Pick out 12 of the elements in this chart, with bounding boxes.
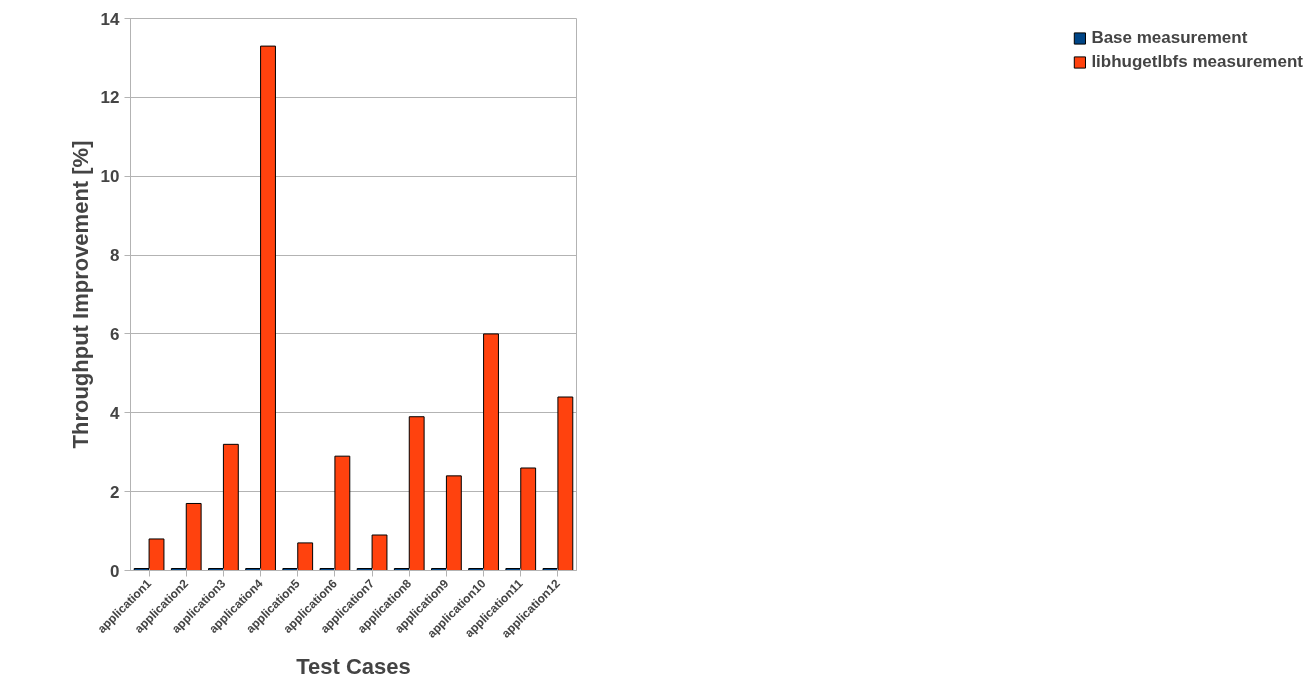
y-tick-label: 0 (110, 561, 120, 581)
legend-label: libhugetlbfs measurement (1091, 52, 1303, 72)
y-tick-label: 2 (110, 482, 120, 502)
y-tick-label: 14 (100, 9, 121, 29)
legend-label: Base measurement (1091, 28, 1248, 48)
y-tick-label: 4 (110, 403, 121, 423)
y-tick-label: 12 (100, 88, 120, 108)
y-tick-label: 10 (100, 167, 120, 187)
y-axis-title: Throughput Improvement [%] (67, 140, 93, 449)
y-tick-label: 8 (110, 246, 120, 266)
x-axis-title: Test Cases (296, 653, 411, 679)
y-tick-label: 6 (110, 324, 120, 344)
